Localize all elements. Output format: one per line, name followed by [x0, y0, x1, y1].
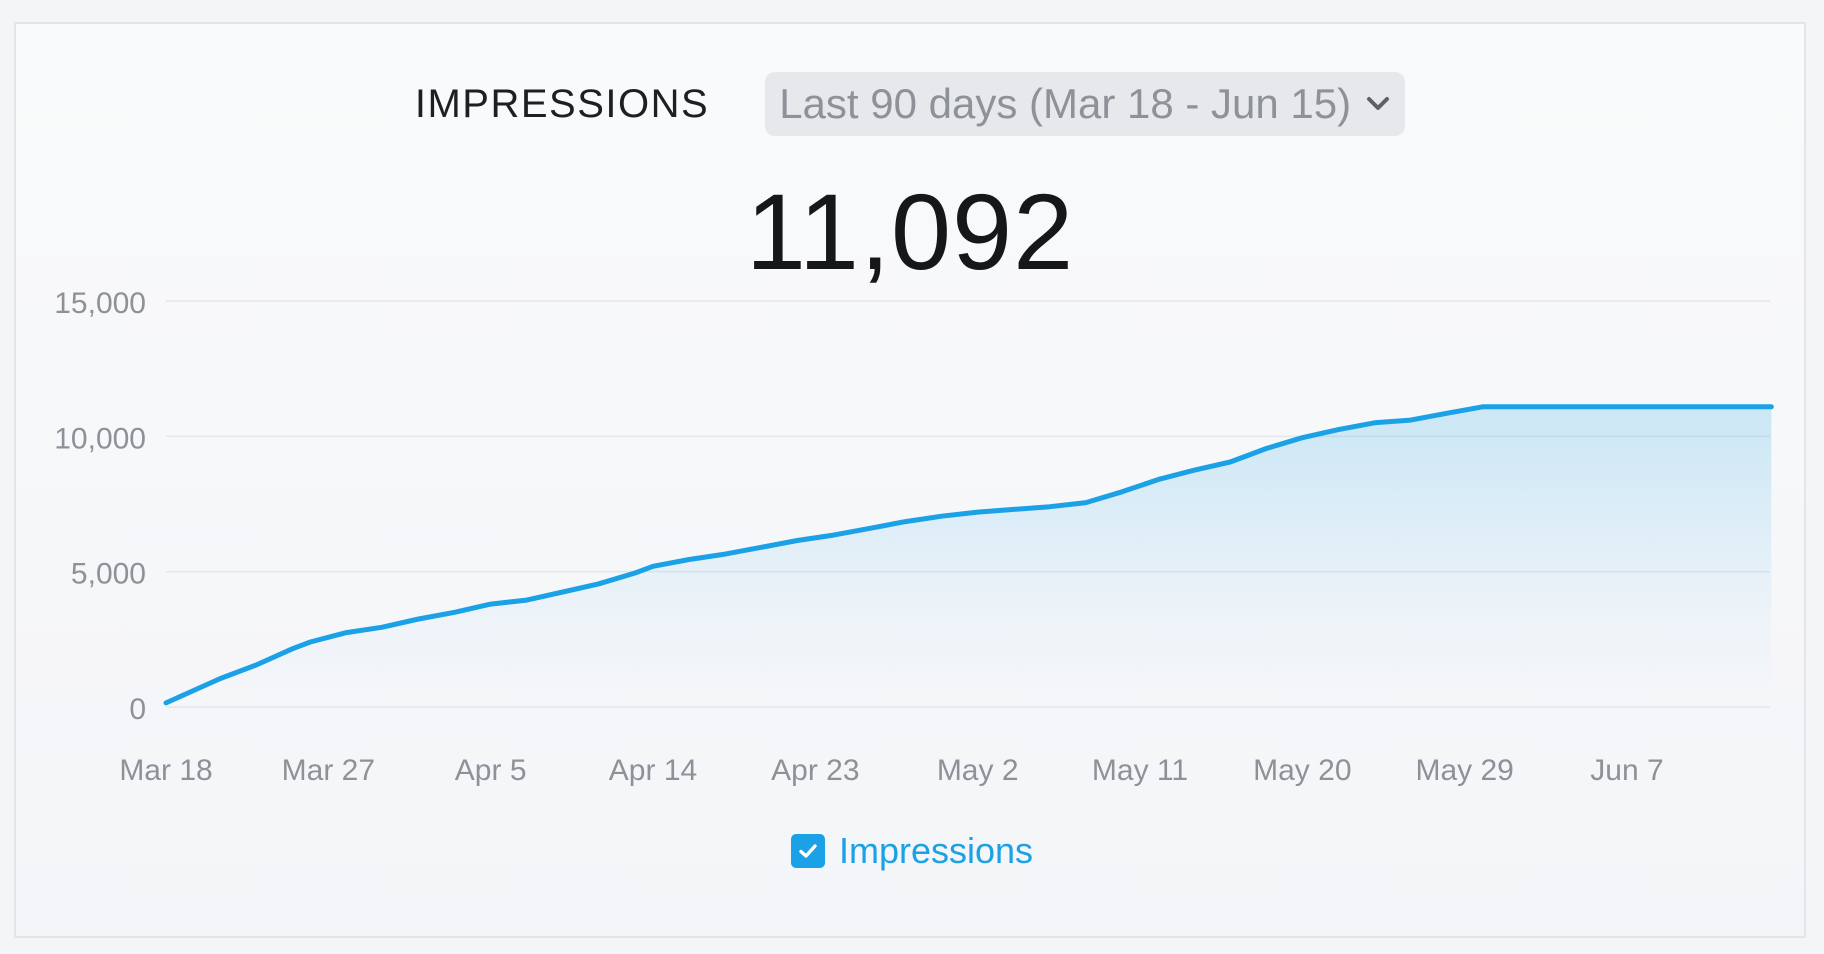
x-tick-label: May 20 [1253, 754, 1351, 787]
series-area-impressions [166, 406, 1772, 707]
metric-title: IMPRESSIONS [414, 81, 710, 126]
metric-total: 11,092 [745, 171, 1075, 292]
x-tick-label: Apr 5 [455, 754, 527, 787]
legend-item-impressions[interactable]: Impressions [790, 830, 1034, 872]
series-line-impressions [163, 404, 1774, 706]
x-tick-label: Jun 7 [1590, 754, 1663, 787]
y-tick-label: 15,000 [54, 287, 146, 320]
y-tick-label: 0 [129, 693, 146, 726]
date-range-value: Last 90 days (Mar 18 - Jun 15) [779, 80, 1352, 127]
y-tick-label: 5,000 [71, 558, 146, 591]
x-tick-label: Mar 27 [282, 754, 375, 787]
chevron-down-icon [1365, 95, 1391, 113]
legend-checkbox[interactable] [790, 834, 825, 868]
date-range-dropdown[interactable]: Last 90 days (Mar 18 - Jun 15) [765, 72, 1406, 136]
x-tick-label: Mar 18 [119, 754, 212, 787]
x-tick-label: Apr 23 [771, 754, 859, 787]
x-tick-label: May 2 [937, 754, 1019, 787]
x-tick-label: May 29 [1415, 754, 1513, 787]
y-tick-label: 10,000 [54, 422, 146, 455]
card-header: IMPRESSIONS Last 90 days (Mar 18 - Jun 1… [16, 72, 1804, 136]
legend-label: Impressions [838, 830, 1034, 871]
x-tick-label: Apr 14 [609, 754, 697, 787]
chart-legend: Impressions [0, 830, 1824, 872]
x-tick-label: May 11 [1092, 754, 1188, 787]
checkmark-icon [799, 844, 817, 858]
